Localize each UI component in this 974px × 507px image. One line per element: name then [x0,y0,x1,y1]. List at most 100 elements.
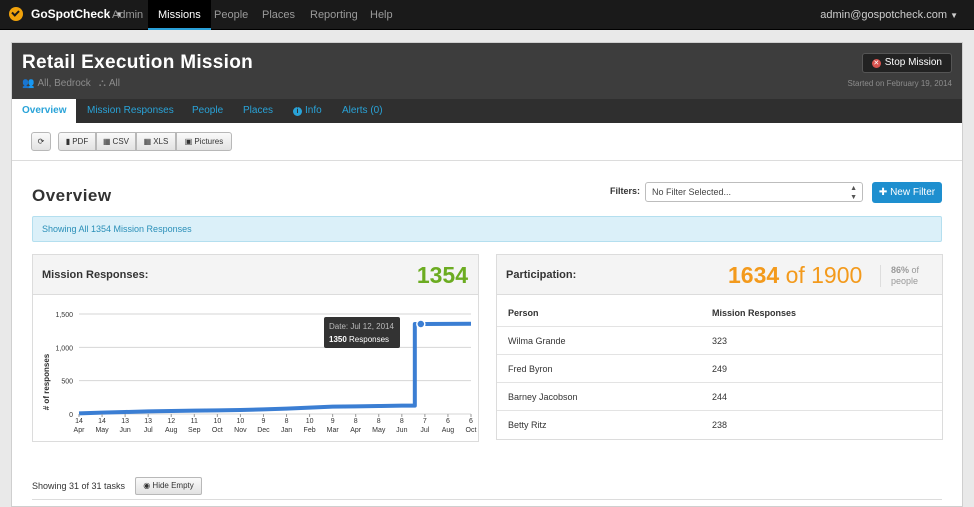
participation-panel: Participation: 1634 of 1900 86% of peopl… [496,254,943,440]
mission-groups: All, Bedrock [37,78,91,89]
brand-menu[interactable]: GoSpotCheck ▼ [9,7,123,21]
x-tick-day: 10 [306,418,314,425]
x-tick-month: Feb [304,427,316,434]
tab-alerts[interactable]: Alerts (0) [342,105,383,116]
tab-mission-responses[interactable]: Mission Responses [87,105,174,116]
x-tick-day: 6 [469,418,473,425]
panel-title: Participation: [506,269,577,281]
nav-places[interactable]: Places [262,9,296,21]
refresh-button[interactable]: ⟳ [31,132,51,151]
x-tick-month: Aug [442,427,455,434]
x-tick-month: Apr [350,427,362,434]
tab-people[interactable]: People [192,105,224,116]
x-tick-month: Jun [396,427,407,434]
x-tick-month: Jul [420,427,429,434]
caret-down-icon: ▼ [950,11,958,20]
panel-title: Mission Responses: [42,269,149,281]
file-icon: ▮ [65,137,71,146]
participation-count: 1634 of 1900 [728,262,862,289]
tab-info[interactable]: i Info [293,99,322,123]
divider [32,499,942,500]
new-filter-button[interactable]: ✚ New Filter [872,182,942,203]
svg-text:1350 Responses: 1350 Responses [329,335,389,344]
person-responses: 238 [712,420,728,430]
table-row[interactable]: Wilma Grande 323 [497,327,942,355]
started-date: Started on February 19, 2014 [847,79,952,88]
y-tick-label: 0 [69,412,73,419]
panel-header: Participation: 1634 of 1900 86% of peopl… [497,255,942,295]
x-tick-month: Jul [144,427,153,434]
y-axis-label: # of responses [42,353,51,410]
y-tick-label: 1,500 [55,312,73,319]
x-tick-month: Mar [327,427,340,434]
percent-label: of people [891,265,920,286]
x-tick-month: Dec [257,427,270,434]
participation-value: 1634 [728,262,780,288]
hide-empty-button[interactable]: ◉ Hide Empty [135,477,202,495]
nav-people[interactable]: People [214,9,249,21]
tab-overview[interactable]: Overview [12,99,77,123]
person-responses: 323 [712,336,728,346]
user-email: admin@gospotcheck.com [820,9,948,21]
col-person: Person [508,308,539,318]
participation-total: 1900 [811,262,863,288]
table-row[interactable]: Betty Ritz 238 [497,411,942,439]
x-tick-day: 14 [75,418,83,425]
responses-chart[interactable]: 0 500 1,000 1,500 # of responses 14 Apr 14 May… [33,296,478,442]
users-icon: 👥 [22,78,35,89]
tasks-count: Showing 31 of 31 tasks [32,481,126,491]
x-tick-month: Sep [188,427,201,434]
y-tick-label: 500 [61,379,73,386]
export-csv-button[interactable]: ▦ CSV [96,132,136,151]
table-row[interactable]: Barney Jacobson 244 [497,383,942,411]
nav-help[interactable]: Help [370,9,393,21]
tooltip-value: 1350 [329,335,347,344]
x-tick-day: 8 [354,418,358,425]
responses-alert: Showing All 1354 Mission Responses [32,216,942,242]
mission-header: Retail Execution Mission 👥 All, Bedrock … [12,43,962,99]
grid-icon: ▦ [143,137,152,146]
tab-info-label: Info [305,105,322,116]
nav-reporting[interactable]: Reporting [310,9,358,21]
x-tick-day: 12 [167,418,175,425]
brand-name: GoSpotCheck [31,7,111,21]
stop-mission-label: Stop Mission [884,57,942,68]
stop-mission-button[interactable]: ✕ Stop Mission [861,53,952,73]
person-responses: 249 [712,364,728,374]
x-tick-day: 8 [377,418,381,425]
tooltip-suffix: Responses [349,335,389,344]
refresh-icon: ⟳ [37,137,45,146]
x-tick-month: May [95,427,109,434]
nav-admin[interactable]: Admin [112,9,144,21]
gospotcheck-logo-icon [9,7,23,21]
x-tick-month: Jun [119,427,130,434]
person-name: Betty Ritz [508,420,547,430]
x-tick-day: 7 [423,418,427,425]
table-row[interactable]: Fred Byron 249 [497,355,942,383]
export-toolbar: ⟳ ▮ PDF ▦ CSV ▦ XLS ▣ Pictures [12,123,962,161]
export-pdf-button[interactable]: ▮ PDF [58,132,96,151]
x-tick-month: Oct [212,427,223,434]
x-tick-month: May [372,427,386,434]
chart-tooltip: Date: Jul 12, 2014 1350 Responses [324,317,400,348]
info-icon: i [293,107,302,116]
x-tick-day: 10 [237,418,245,425]
filter-select[interactable]: No Filter Selected... ▲ ▼ [645,182,863,202]
y-tick-label: 1,000 [55,345,73,352]
xls-label: XLS [153,137,169,146]
x-tick-month: Jan [281,427,292,434]
col-responses: Mission Responses [712,308,797,318]
x-tick-month: Nov [234,427,247,434]
mission-hierarchy: All [108,78,120,89]
export-xls-button[interactable]: ▦ XLS [136,132,176,151]
pictures-label: Pictures [194,137,224,146]
mission-meta: 👥 All, Bedrock ⛬ All [22,78,120,89]
export-pictures-button[interactable]: ▣ Pictures [176,132,232,151]
nav-missions[interactable]: Missions [148,0,211,30]
tab-places[interactable]: Places [243,105,274,116]
percent-value: 86% [891,265,910,275]
user-menu[interactable]: admin@gospotcheck.com ▼ [820,0,958,31]
filters-label: Filters: [610,186,641,196]
top-nav: GoSpotCheck ▼ Admin Missions People Plac… [0,0,974,30]
csv-label: CSV [112,137,129,146]
